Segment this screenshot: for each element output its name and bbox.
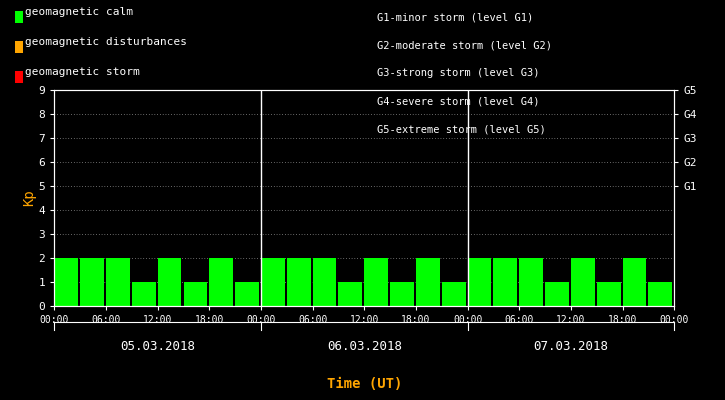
Text: G3-strong storm (level G3): G3-strong storm (level G3) <box>377 68 539 78</box>
Bar <box>519 258 543 306</box>
Text: geomagnetic storm: geomagnetic storm <box>25 67 140 77</box>
Bar <box>468 258 492 306</box>
Bar <box>571 258 594 306</box>
Text: 07.03.2018: 07.03.2018 <box>534 340 608 352</box>
Bar <box>132 282 156 306</box>
Bar <box>157 258 181 306</box>
Y-axis label: Kp: Kp <box>22 190 36 206</box>
Bar <box>623 258 647 306</box>
Text: G2-moderate storm (level G2): G2-moderate storm (level G2) <box>377 40 552 50</box>
Text: Time (UT): Time (UT) <box>327 377 402 391</box>
Bar <box>494 258 517 306</box>
Bar <box>416 258 440 306</box>
Bar <box>442 282 465 306</box>
Text: 06.03.2018: 06.03.2018 <box>327 340 402 352</box>
Text: G1-minor storm (level G1): G1-minor storm (level G1) <box>377 12 534 22</box>
Bar <box>54 258 78 306</box>
Bar <box>312 258 336 306</box>
Bar <box>235 282 259 306</box>
Text: G4-severe storm (level G4): G4-severe storm (level G4) <box>377 96 539 106</box>
Bar <box>648 282 672 306</box>
Text: G5-extreme storm (level G5): G5-extreme storm (level G5) <box>377 124 546 134</box>
Bar <box>261 258 285 306</box>
Bar <box>597 282 621 306</box>
Text: geomagnetic calm: geomagnetic calm <box>25 7 133 17</box>
Bar <box>390 282 414 306</box>
Text: geomagnetic disturbances: geomagnetic disturbances <box>25 37 187 47</box>
Bar <box>287 258 310 306</box>
Bar <box>80 258 104 306</box>
Bar <box>364 258 388 306</box>
Bar <box>210 258 233 306</box>
Bar <box>183 282 207 306</box>
Bar <box>545 282 569 306</box>
Bar <box>339 282 362 306</box>
Text: 05.03.2018: 05.03.2018 <box>120 340 195 352</box>
Bar <box>106 258 130 306</box>
